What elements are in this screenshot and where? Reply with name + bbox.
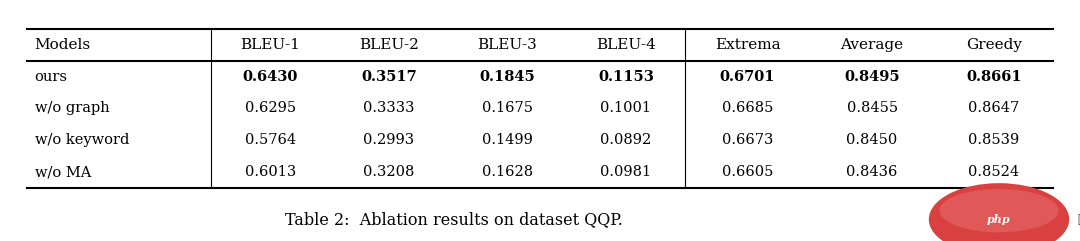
- Text: Average: Average: [840, 38, 904, 52]
- Text: 0.8436: 0.8436: [847, 165, 897, 179]
- Text: 0.8455: 0.8455: [847, 101, 897, 115]
- Text: 0.8524: 0.8524: [968, 165, 1020, 179]
- Text: 0.8647: 0.8647: [968, 101, 1020, 115]
- Text: 0.1001: 0.1001: [600, 101, 651, 115]
- Text: 0.6295: 0.6295: [244, 101, 296, 115]
- Text: 0.6701: 0.6701: [720, 70, 775, 84]
- Text: 0.5764: 0.5764: [244, 133, 296, 147]
- Text: Greedy: Greedy: [966, 38, 1022, 52]
- Text: BLEU-4: BLEU-4: [596, 38, 656, 52]
- Text: 0.8661: 0.8661: [966, 70, 1022, 84]
- Text: 0.8495: 0.8495: [845, 70, 900, 84]
- Text: 0.6673: 0.6673: [721, 133, 773, 147]
- Text: 0.2993: 0.2993: [363, 133, 415, 147]
- Text: 0.6685: 0.6685: [721, 101, 773, 115]
- Text: 0.3333: 0.3333: [363, 101, 415, 115]
- Text: Extrema: Extrema: [715, 38, 781, 52]
- Text: 0.3517: 0.3517: [361, 70, 417, 84]
- Text: 0.3208: 0.3208: [363, 165, 415, 179]
- Text: 0.6605: 0.6605: [721, 165, 773, 179]
- Text: BLEU-1: BLEU-1: [240, 38, 300, 52]
- Text: ours: ours: [35, 70, 68, 84]
- Text: 0.1845: 0.1845: [480, 70, 536, 84]
- Text: BLEU-3: BLEU-3: [477, 38, 537, 52]
- Text: 0.1499: 0.1499: [482, 133, 532, 147]
- Text: w/o keyword: w/o keyword: [35, 133, 129, 147]
- Text: BLEU-2: BLEU-2: [359, 38, 419, 52]
- Text: 0.1153: 0.1153: [598, 70, 653, 84]
- Text: 0.6013: 0.6013: [244, 165, 296, 179]
- Text: 0.8450: 0.8450: [847, 133, 897, 147]
- Text: Models: Models: [35, 38, 91, 52]
- Text: w/o MA: w/o MA: [35, 165, 91, 179]
- Text: 0.6430: 0.6430: [243, 70, 298, 84]
- Text: w/o graph: w/o graph: [35, 101, 109, 115]
- Text: php: php: [987, 214, 1011, 225]
- Text: 中文网: 中文网: [1078, 213, 1080, 226]
- Text: 0.0981: 0.0981: [600, 165, 651, 179]
- Text: 0.1628: 0.1628: [482, 165, 532, 179]
- Text: 0.0892: 0.0892: [600, 133, 651, 147]
- Ellipse shape: [929, 183, 1069, 241]
- Text: 0.1675: 0.1675: [482, 101, 532, 115]
- Ellipse shape: [940, 189, 1058, 232]
- Text: Table 2:  Ablation results on dataset QQP.: Table 2: Ablation results on dataset QQP…: [285, 211, 622, 228]
- Text: 0.8539: 0.8539: [968, 133, 1020, 147]
